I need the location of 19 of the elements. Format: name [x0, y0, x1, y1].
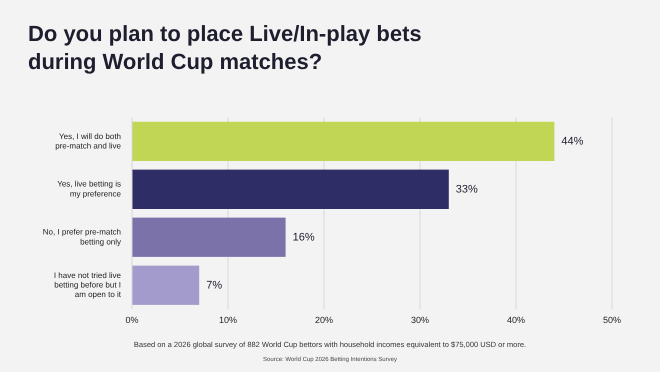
y-tick-label: I have not tried live betting before but I am open to it: [54, 270, 122, 300]
x-tick-label: 10%: [218, 315, 238, 326]
y-tick-label: Yes, I will do both pre-match and live: [55, 132, 122, 150]
data-label: 16%: [292, 231, 315, 244]
x-tick-label: 20%: [314, 315, 334, 326]
y-tick-label: No, I prefer pre-match betting only: [42, 228, 121, 246]
data-label: 33%: [456, 183, 478, 196]
bar: [132, 218, 286, 257]
bar: [132, 266, 200, 305]
chart-title: Do you plan to place Live/In-play bets during World Cup matches?: [28, 20, 423, 76]
x-tick-label: 30%: [410, 315, 430, 326]
data-label: 44%: [561, 135, 584, 148]
bar: [132, 122, 554, 162]
bar: [132, 170, 449, 209]
x-tick-label: 50%: [602, 315, 622, 326]
x-tick-label: 40%: [506, 315, 526, 326]
y-tick-label: Yes, live betting is my preference: [57, 180, 122, 198]
x-tick-label: 0%: [125, 315, 139, 326]
data-label: 7%: [206, 279, 222, 292]
